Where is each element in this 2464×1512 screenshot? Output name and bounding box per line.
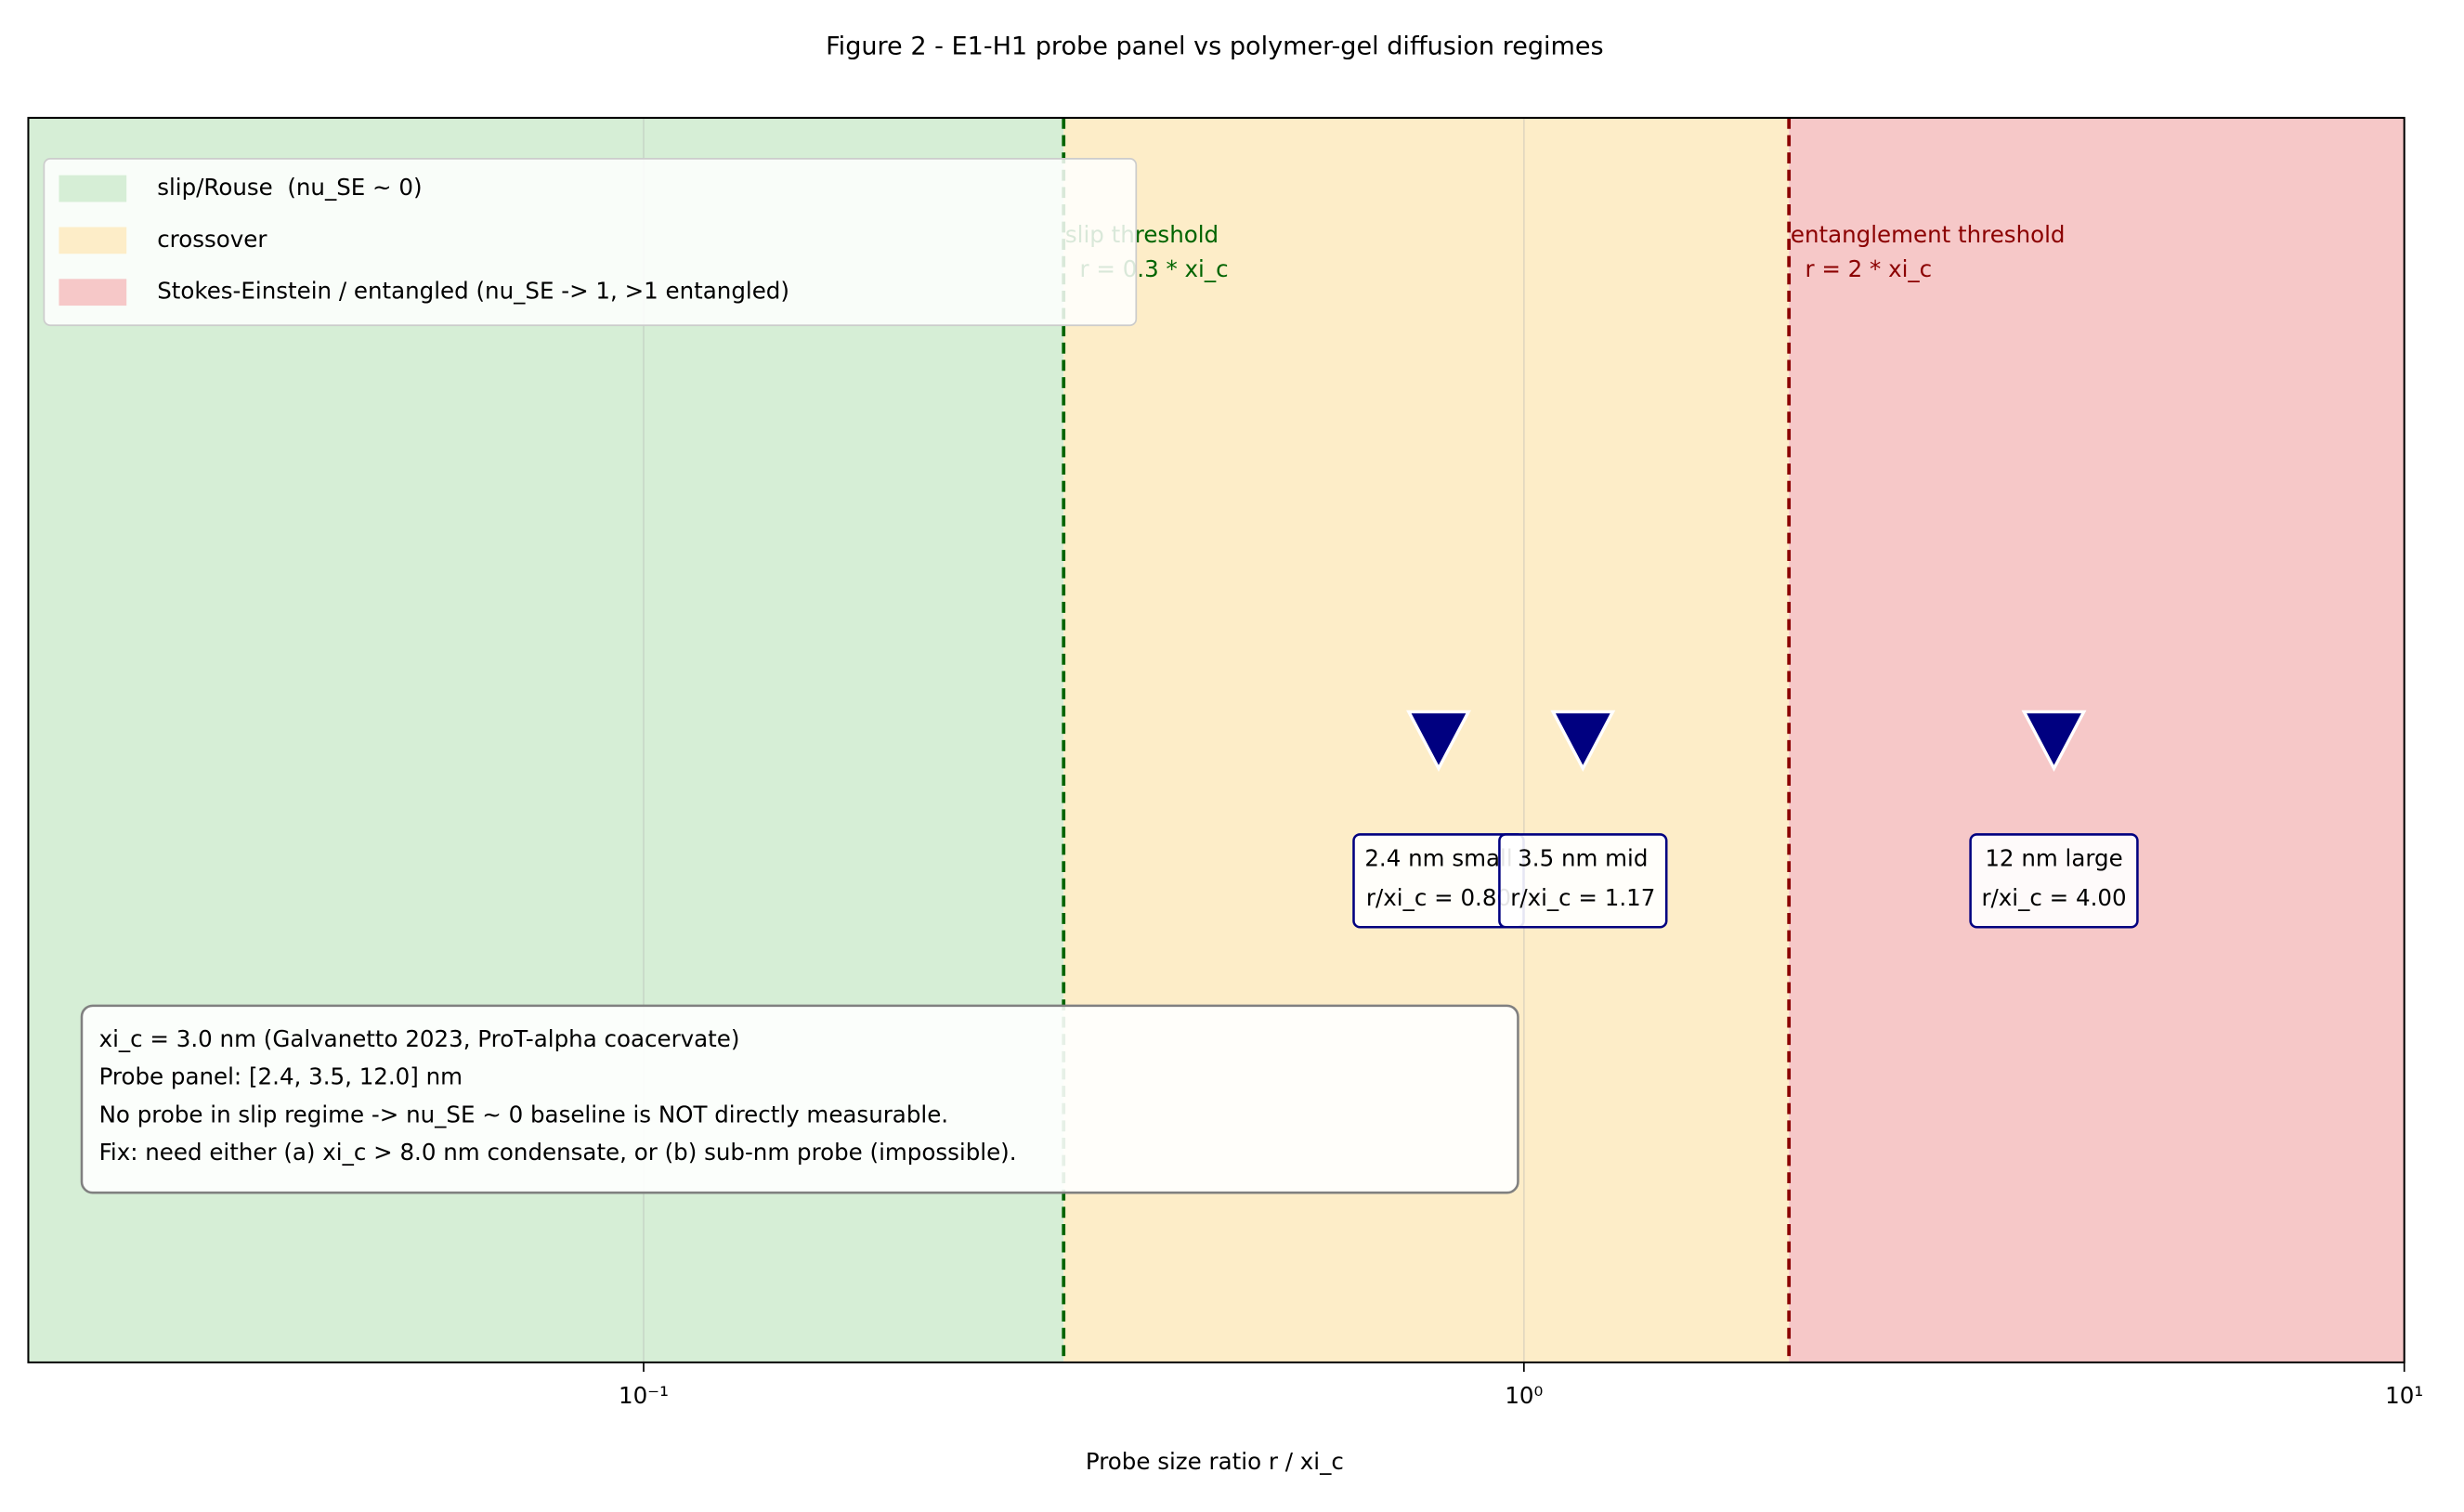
probe-label: 2.4 nm small r/xi_c = 0.80 [1352, 833, 1525, 929]
legend-swatch [59, 227, 127, 254]
regime-band [1789, 117, 2405, 1362]
probe-label-text: 2.4 nm small [1364, 844, 1512, 871]
legend-label: slip/Rouse (nu_SE ~ 0) [157, 174, 422, 201]
axes-frame [27, 116, 2405, 1363]
probe-label: 12 nm large r/xi_c = 4.00 [1969, 833, 2139, 929]
legend: slip/Rouse (nu_SE ~ 0) crossover Stokes-Ei… [43, 158, 1138, 327]
legend-label: crossover [157, 226, 267, 253]
probe-label: 3.5 nm mid r/xi_c = 1.17 [1498, 833, 1668, 929]
legend-swatch [59, 279, 127, 306]
x-tick-label: 10⁻¹ [619, 1382, 669, 1409]
x-tick-label: 10¹ [2385, 1382, 2423, 1409]
probe-label-text: r/xi_c = 4.00 [1981, 884, 2126, 911]
probe-label-text: r/xi_c = 0.80 [1366, 884, 1511, 911]
probe-marker [2021, 710, 2087, 772]
probe-marker [1550, 710, 1616, 772]
probe-marker [1406, 710, 1471, 772]
probe-label-text: 12 nm large [1985, 844, 2122, 871]
legend-box [43, 158, 1138, 327]
annotation-text: No probe in slip regime -> nu_SE ~ 0 bas… [99, 1101, 949, 1127]
label-box [1498, 833, 1668, 929]
threshold-label: r = 2 * xi_c [1791, 255, 1932, 282]
probe-label-text: 3.5 nm mid [1518, 844, 1648, 871]
probe-label-text: r/xi_c = 1.17 [1510, 884, 1655, 911]
threshold-label: entanglement threshold [1791, 221, 2066, 248]
legend-swatch [59, 175, 127, 202]
annotation-text: Probe panel: [2.4, 3.5, 12.0] nm [99, 1063, 463, 1090]
legend-label: Stokes-Einstein / entangled (nu_SE -> 1,… [157, 278, 789, 305]
annotation: xi_c = 3.0 nm (Galvanetto 2023, ProT-alp… [80, 1004, 1519, 1194]
annotation-text: Fix: need either (a) xi_c > 8.0 nm conde… [99, 1139, 1017, 1166]
annotation-box [80, 1004, 1519, 1194]
label-box [1969, 833, 2139, 929]
x-axis-label: Probe size ratio r / xi_c [1086, 1448, 1344, 1475]
chart-title: Figure 2 - E1-H1 probe panel vs polymer-… [826, 32, 1604, 60]
x-tick-label: 10⁰ [1505, 1382, 1543, 1409]
annotation-text: xi_c = 3.0 nm (Galvanetto 2023, ProT-alp… [99, 1025, 740, 1052]
